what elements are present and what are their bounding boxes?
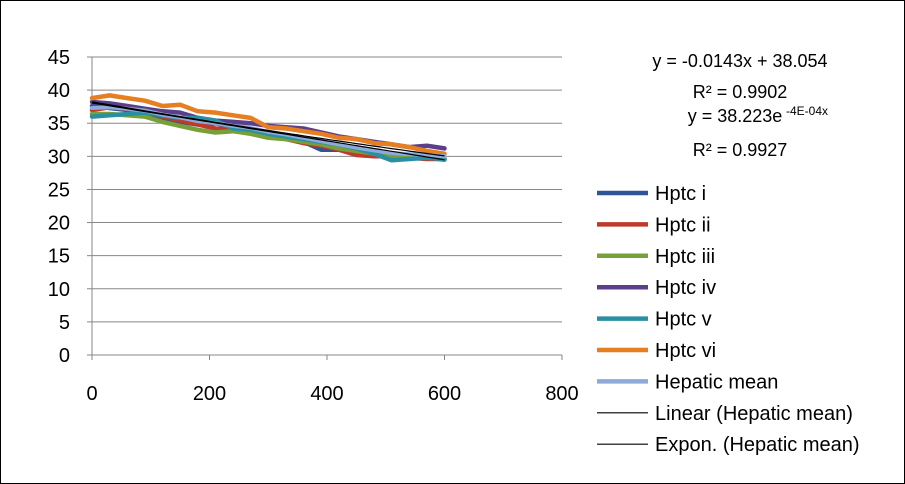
y-tick-label-5: 5: [59, 312, 70, 334]
x-tick-label-200: 200: [193, 383, 226, 405]
exponential-r-squared: R² = 0.9927: [693, 140, 788, 160]
y-tick-label-30: 30: [48, 146, 70, 168]
series-lines: [89, 93, 447, 163]
legend-label: Hptc vi: [655, 340, 716, 362]
legend-label: Hptc i: [655, 183, 706, 205]
trendline-equations: y = -0.0143x + 38.054 R² = 0.9902 y = 38…: [652, 51, 828, 160]
legend-label: Hptc iv: [655, 277, 716, 299]
trendline-linear: [91, 102, 445, 161]
trendlines: [91, 101, 445, 161]
y-tick-label-10: 10: [48, 279, 70, 301]
gridlines: [92, 56, 562, 323]
legend-label: Hptc iii: [655, 246, 715, 268]
x-tick-label-800: 800: [545, 383, 578, 405]
trendline-exponential: [91, 101, 445, 157]
exponential-exponent: -4E-04x: [786, 104, 828, 118]
legend-label: Hepatic mean: [655, 371, 778, 393]
x-tick-label-400: 400: [310, 383, 343, 405]
y-tick-label-40: 40: [48, 80, 70, 102]
x-tick-label-0: 0: [86, 383, 97, 405]
linear-equation: y = -0.0143x + 38.054: [652, 51, 827, 71]
y-tick-label-35: 35: [48, 113, 70, 135]
legend-label: Expon. (Hepatic mean): [655, 434, 860, 456]
y-tick-label-20: 20: [48, 213, 70, 235]
legend-label: Hptc v: [655, 309, 712, 331]
x-tick-label-600: 600: [428, 383, 461, 405]
y-tick-label-15: 15: [48, 246, 70, 268]
linear-r-squared: R² = 0.9902: [693, 82, 788, 102]
exponential-equation: y = 38.223e: [688, 106, 783, 126]
y-tick-label-0: 0: [59, 345, 70, 367]
y-tick-label-45: 45: [48, 47, 70, 69]
legend-label: Hptc ii: [655, 214, 711, 236]
series-line-hptc-vi: [89, 93, 447, 156]
legend: Hptc i Hptc ii Hptc iii Hptc iv Hptc v Hptc v…: [597, 183, 860, 456]
legend-label: Linear (Hepatic mean): [655, 403, 853, 425]
series-line-hptc-iii: [89, 111, 447, 162]
y-tick-label-25: 25: [48, 179, 70, 201]
tick-labels: 0 5 10 15 20 25 30 35 40 45 0 200 400 600 800: [48, 47, 579, 405]
